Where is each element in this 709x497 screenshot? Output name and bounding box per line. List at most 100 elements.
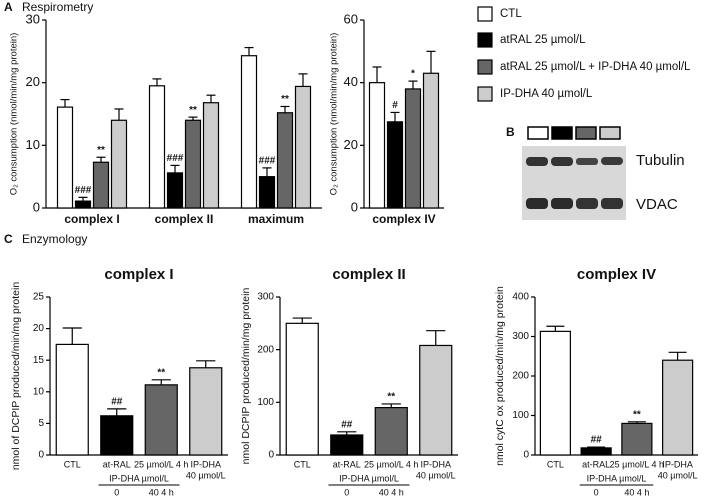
x-tick-label: IP-DHA xyxy=(190,459,221,469)
y-axis-label: O₂ consumption (nmol/min/mg protein) xyxy=(329,33,340,196)
legend-label: atRAL 25 µmol/L xyxy=(500,34,586,46)
bar xyxy=(189,367,223,456)
legend-swatch xyxy=(477,32,493,48)
sub-axis-label: IP-DHA µmol/L xyxy=(109,473,169,483)
blot-band xyxy=(576,158,598,165)
x-tick-label: at-RAL xyxy=(333,459,361,469)
x-tick-label: 25 µmol/L 4 h xyxy=(610,459,664,469)
bar xyxy=(330,434,364,456)
sub-axis-value: 40 4 h xyxy=(624,487,649,497)
y-tick-label: 20 xyxy=(26,74,40,89)
bar xyxy=(148,85,166,209)
bar xyxy=(662,359,694,456)
y-tick-label: 5 xyxy=(38,418,44,429)
significance-label: ## xyxy=(591,435,603,446)
bar xyxy=(110,119,128,209)
bar xyxy=(92,161,110,209)
blot-band xyxy=(526,157,548,166)
significance-label: ** xyxy=(281,94,289,105)
x-tick-label: 25 µmol/L 4 h xyxy=(364,459,418,469)
y-tick-label: 10 xyxy=(26,137,40,152)
y-tick-label: 100 xyxy=(512,410,529,421)
y-axis-label: O₂ consumption (nmol/min/mg protein) xyxy=(9,33,20,196)
significance-label: ### xyxy=(167,153,184,164)
significance-label: ## xyxy=(111,397,123,408)
bar xyxy=(422,72,440,209)
bar xyxy=(56,106,74,209)
bar xyxy=(539,330,571,456)
legend-swatch xyxy=(477,59,493,75)
x-tick-label: 25 µmol/L 4 h xyxy=(134,459,188,469)
bar xyxy=(276,112,294,209)
sub-axis-value: 0 xyxy=(594,487,599,497)
blot-key xyxy=(599,126,621,140)
x-tick-label: complex IV xyxy=(372,212,435,226)
sub-axis-value: 0 xyxy=(114,487,119,497)
legend-swatch xyxy=(477,6,493,22)
bar xyxy=(74,200,92,209)
bar xyxy=(166,172,184,209)
y-tick-label: 300 xyxy=(512,331,529,342)
bar xyxy=(184,119,202,209)
significance-label: ## xyxy=(341,419,353,430)
y-tick-label: 40 xyxy=(344,74,358,89)
blot-band xyxy=(526,198,548,209)
y-tick-label: 10 xyxy=(33,386,45,397)
western-blot: Tubulin VDAC xyxy=(522,126,685,220)
significance-label: ** xyxy=(97,145,105,156)
sub-axis-value: 40 4 h xyxy=(379,487,404,497)
bar xyxy=(621,422,653,456)
y-tick-label: 20 xyxy=(33,323,45,334)
x-tick-label: CTL xyxy=(547,459,564,469)
x-tick-label: CTL xyxy=(64,459,81,469)
blot-band xyxy=(601,198,623,209)
y-tick-label: 20 xyxy=(344,137,358,152)
chart-title: complex II xyxy=(332,266,405,283)
legend-label: IP-DHA 40 µmol/L xyxy=(500,88,593,100)
legend-label: CTL xyxy=(500,8,522,20)
y-tick-label: 15 xyxy=(33,355,45,366)
x-tick-label: 40 µmol/L xyxy=(416,470,456,480)
y-tick-label: 100 xyxy=(257,397,274,408)
significance-label: ** xyxy=(633,409,641,420)
y-tick-label: 0 xyxy=(33,199,40,214)
x-tick-label: 40 µmol/L xyxy=(186,470,226,480)
x-tick-label: CTL xyxy=(294,459,311,469)
significance-label: * xyxy=(411,69,415,80)
bar xyxy=(294,85,312,209)
significance-label: ** xyxy=(387,392,395,403)
x-tick-label: maximum xyxy=(248,212,304,226)
bar xyxy=(368,82,386,209)
y-axis-label: nmol DCPIP produced/min/mg protein xyxy=(240,288,252,465)
significance-label: ### xyxy=(259,156,276,167)
legend-swatch xyxy=(477,86,493,102)
x-tick-label: IP-DHA xyxy=(662,459,693,469)
y-tick-label: 200 xyxy=(512,371,529,382)
blot-label: Tubulin xyxy=(636,152,685,169)
blot-key xyxy=(551,126,573,140)
y-tick-label: 0 xyxy=(351,199,358,214)
blot-band xyxy=(601,157,623,165)
panel-letter: B xyxy=(506,125,515,139)
significance-label: ### xyxy=(75,185,92,196)
x-tick-label: at-RAL xyxy=(103,459,131,469)
y-tick-label: 0 xyxy=(38,450,44,461)
y-tick-label: 200 xyxy=(257,344,274,355)
significance-label: ** xyxy=(189,105,197,116)
x-tick-label: 40 µmol/L xyxy=(658,470,698,480)
y-tick-label: 300 xyxy=(257,292,274,303)
blot-key xyxy=(527,126,549,140)
x-tick-label: at-RAL xyxy=(582,459,610,469)
panel-letter: A xyxy=(4,0,13,14)
y-axis-label: nmol of DCPIP produced/min/mg protein xyxy=(10,282,22,470)
y-tick-label: 400 xyxy=(512,292,529,303)
blot-band xyxy=(551,157,573,166)
y-tick-label: 60 xyxy=(344,11,358,26)
bar xyxy=(55,343,89,456)
legend-label: atRAL 25 µmol/L + IP-DHA 40 µmol/L xyxy=(500,61,691,73)
blot-band xyxy=(551,198,573,209)
y-axis-label: nmol cytC ox produced/min/mg protein xyxy=(494,286,506,466)
bar xyxy=(285,322,319,456)
chart-title: complex I xyxy=(104,266,173,283)
